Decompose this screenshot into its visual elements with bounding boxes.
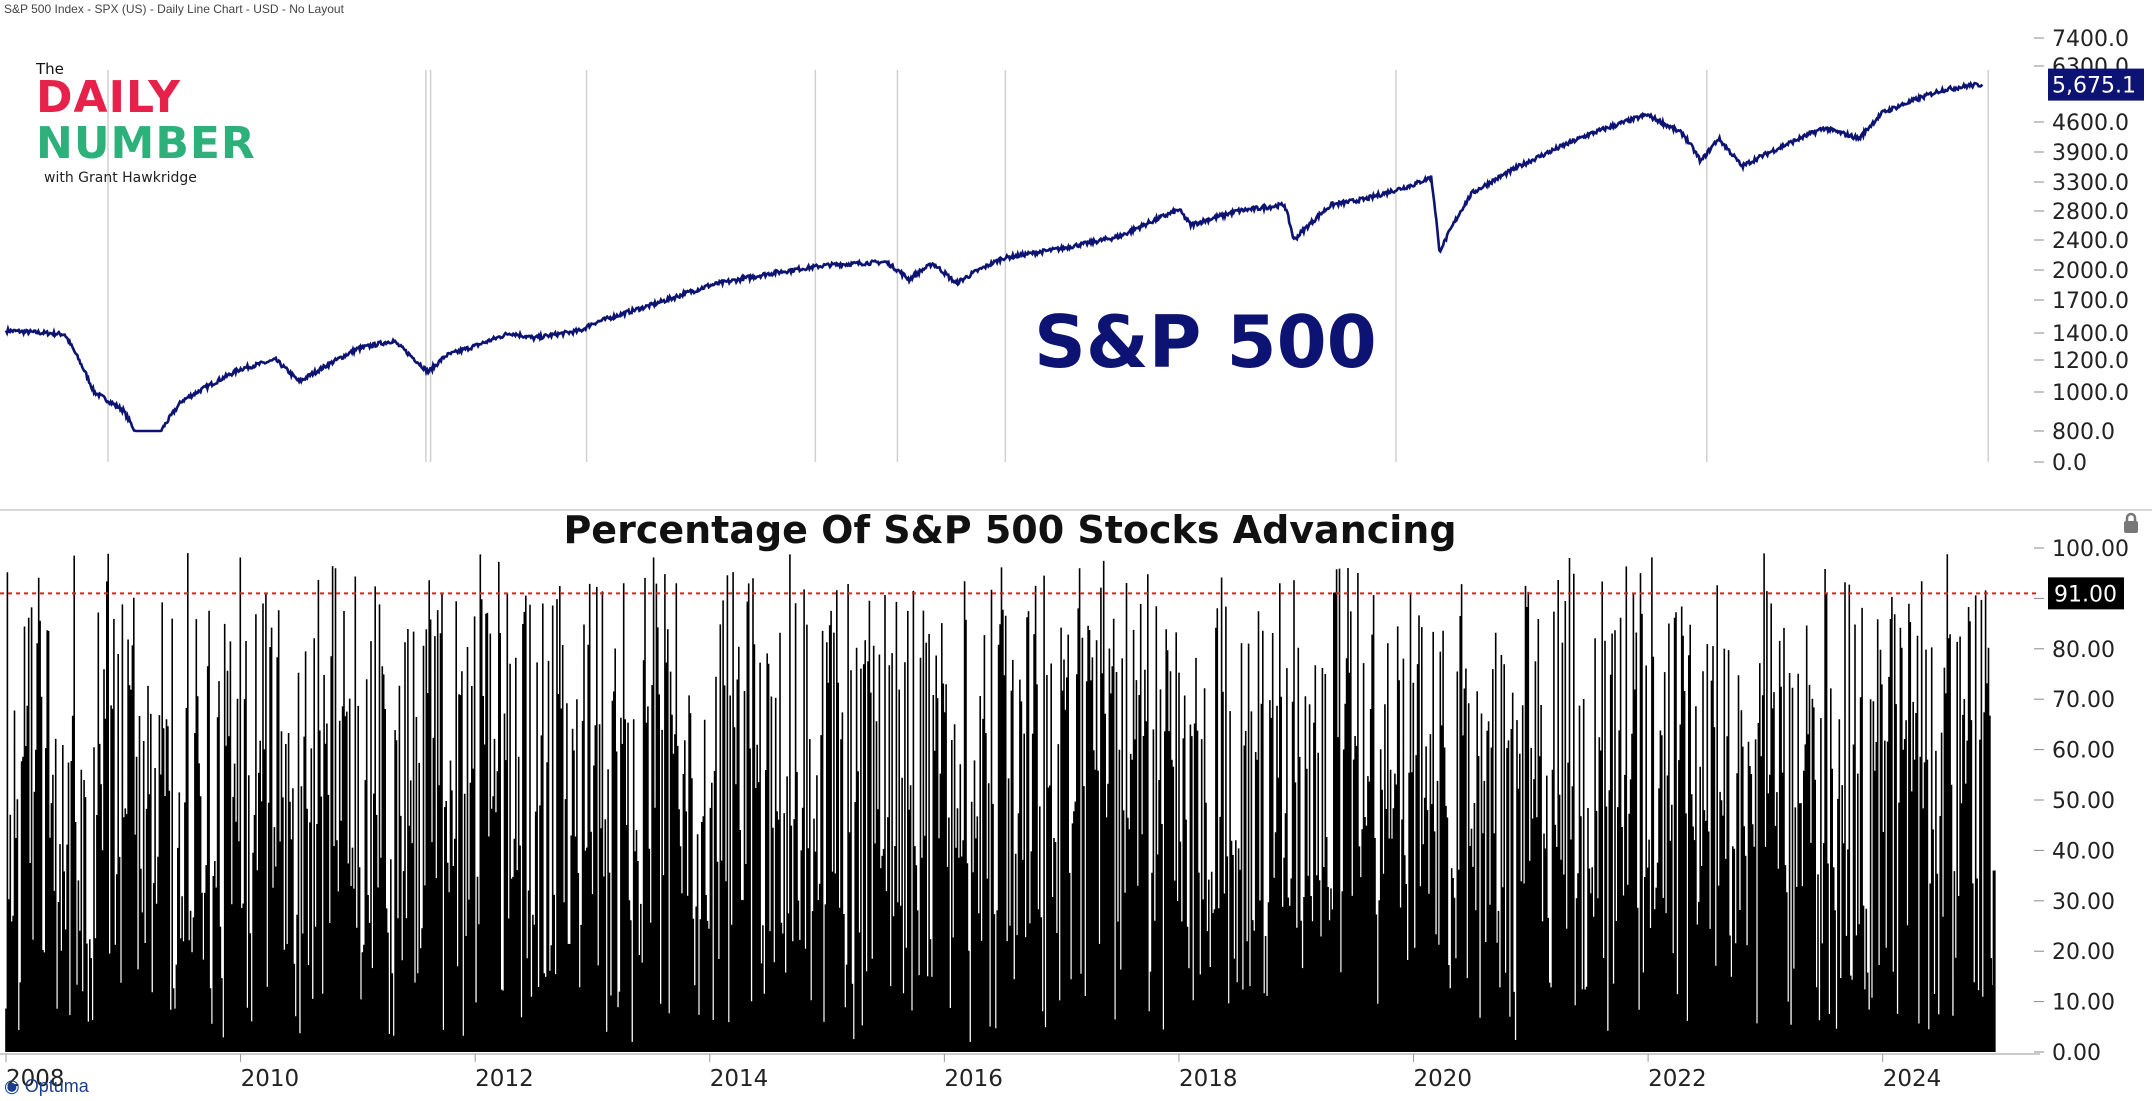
y-tick-label: 1700.0 xyxy=(2052,289,2129,314)
last-price-tag-bg xyxy=(2048,68,2144,101)
top-panel-gridlines xyxy=(107,70,1990,462)
sp500-title: S&P 500 xyxy=(1034,300,1377,384)
y-tick-label: 7400.0 xyxy=(2052,27,2129,52)
y-tick-label: 60.00 xyxy=(2052,739,2115,764)
x-tick-label: 2016 xyxy=(944,1066,1003,1092)
sp500-price-series xyxy=(4,80,1984,433)
y-tick-label: 10.00 xyxy=(2052,991,2115,1016)
x-tick-label: 2014 xyxy=(710,1066,769,1092)
y-tick-label: 1200.0 xyxy=(2052,349,2129,374)
y-tick-label: 1400.0 xyxy=(2052,322,2129,347)
lock-icon[interactable] xyxy=(2122,512,2140,534)
x-tick-label: 2022 xyxy=(1648,1066,1707,1092)
daily-number-logo: The DAILY NUMBER with Grant Hawkridge xyxy=(36,60,296,190)
y-tick-label: 20.00 xyxy=(2052,940,2115,965)
y-tick-label: 4600.0 xyxy=(2052,111,2129,136)
y-tick-label: 40.00 xyxy=(2052,839,2115,864)
threshold-tag-text: 91.00 xyxy=(2054,582,2117,607)
sp500-line xyxy=(4,80,1984,433)
x-tick-label: 2024 xyxy=(1883,1066,1942,1092)
y-tick-label: 70.00 xyxy=(2052,688,2115,713)
optuma-icon: ◉ xyxy=(4,1076,20,1096)
y-tick-label: 3900.0 xyxy=(2052,141,2129,166)
y-tick-label: 1000.0 xyxy=(2052,381,2129,406)
y-tick-label: 2800.0 xyxy=(2052,200,2129,225)
y-tick-label: 2000.0 xyxy=(2052,259,2129,284)
optuma-brand: ◉ Optuma xyxy=(4,1076,89,1097)
y-tick-label: 50.00 xyxy=(2052,789,2115,814)
logo-subtitle: with Grant Hawkridge xyxy=(44,170,197,186)
y-tick-label: 30.00 xyxy=(2052,890,2115,915)
chart-header: S&P 500 Index - SPX (US) - Daily Line Ch… xyxy=(4,2,344,16)
x-axis: 2008 2010 2012 2014 2016 2018 2020 2022 2024 xyxy=(0,1053,2040,1092)
y-tick-label: 0.0 xyxy=(2052,451,2087,476)
x-tick-label: 2018 xyxy=(1179,1066,1238,1092)
last-price-tag: 5,675.1 xyxy=(2048,68,2144,101)
y-tick-label: 80.00 xyxy=(2052,638,2115,663)
x-tick-label: 2008 xyxy=(6,1066,65,1092)
x-tick-label: 2010 xyxy=(241,1066,300,1092)
y-tick-label: 0.00 xyxy=(2052,1041,2101,1066)
logo-daily-text: DAILY xyxy=(36,72,181,123)
threshold-tag-bg xyxy=(2048,577,2124,610)
threshold-line-group: 91.00 xyxy=(0,577,2124,610)
y-tick-label: 2400.0 xyxy=(2052,229,2129,254)
advancing-bar-set xyxy=(5,553,1994,1052)
y-tick-label: 100.00 xyxy=(2052,537,2129,562)
last-price-tag-text: 5,675.1 xyxy=(2052,74,2136,99)
logo-the-text: The xyxy=(36,60,64,78)
y-tick-label: 800.0 xyxy=(2052,420,2115,445)
logo-number-text: NUMBER xyxy=(36,118,256,169)
advancing-title: Percentage Of S&P 500 Stocks Advancing xyxy=(563,508,1457,552)
x-tick-label: 2020 xyxy=(1414,1066,1473,1092)
y-tick-label: 3300.0 xyxy=(2052,171,2129,196)
advancing-bars xyxy=(5,553,1996,1052)
optuma-label: Optuma xyxy=(24,1076,89,1096)
x-tick-label: 2012 xyxy=(475,1066,534,1092)
bottom-panel-y-axis: 100.0090.0080.0070.0060.0050.0040.0030.0… xyxy=(2034,537,2129,1066)
